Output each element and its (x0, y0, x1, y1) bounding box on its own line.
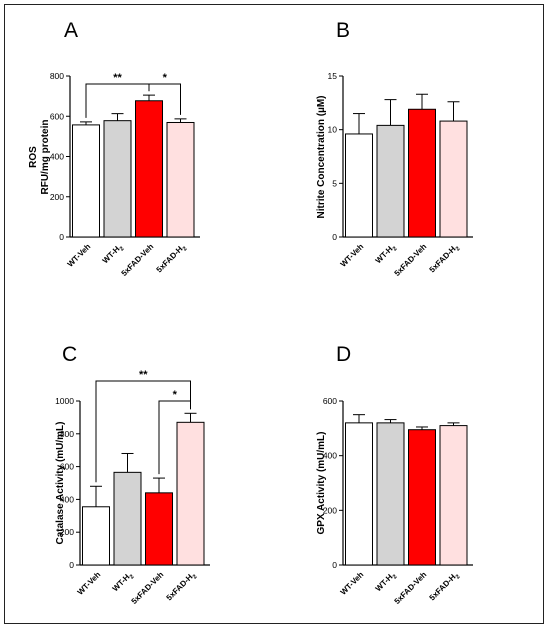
x-category-label: 5xFAD-H2 (428, 242, 463, 277)
bar (113, 471, 142, 566)
significance-label: ** (113, 72, 122, 84)
y-tick-label: 200 (323, 505, 337, 515)
significance-bracket (95, 380, 191, 483)
bar (145, 492, 173, 566)
significance-bracket (158, 400, 191, 475)
bar (376, 124, 405, 238)
significance-label: * (173, 389, 178, 401)
bar (408, 429, 436, 566)
y-tick-label: 600 (323, 396, 337, 406)
bar (82, 506, 110, 566)
panel-c: C 0 200 400 600 800 1000 Catalase Activity (mU/… (55, 343, 210, 606)
x-category-label: 5xFAD-H2 (155, 242, 190, 277)
bar (135, 100, 163, 238)
x-category-label: WT-Veh (66, 242, 93, 269)
bar (345, 422, 373, 566)
panel-d: D 0 200 400 600 GPX Activity (mU/mL) WT-Veh WT-… (316, 343, 473, 606)
y-tick-label: 200 (60, 527, 74, 537)
y-tick-label: 0 (59, 232, 64, 242)
x-category-label: 5xFAD-H2 (165, 570, 200, 605)
y-tick-label: 400 (50, 152, 64, 162)
x-category-label: 5xFAD-Veh (119, 242, 155, 278)
x-category-label: 5xFAD-H2 (428, 570, 463, 605)
y-tick-label: 600 (50, 111, 64, 121)
bar (176, 421, 205, 566)
x-category-label: WT-Veh (76, 570, 103, 597)
significance-label: ** (139, 369, 148, 381)
bar (439, 425, 468, 566)
y-tick-label: 400 (323, 451, 337, 461)
bar (408, 108, 436, 238)
x-category-label: WT-Veh (339, 570, 366, 597)
bar (439, 120, 468, 238)
y-tick-label: 200 (50, 192, 64, 202)
bar (72, 124, 100, 238)
bar (376, 422, 405, 566)
panel-letter: B (336, 19, 350, 42)
x-category-label: 5xFAD-Veh (392, 242, 428, 278)
y-axis-label: GPX Activity (mU/mL) (316, 432, 327, 535)
bar (103, 120, 132, 238)
x-category-label: WT-Veh (339, 242, 366, 269)
y-tick-label: 800 (60, 429, 74, 439)
bar (345, 133, 373, 238)
y-axis-label: Catalase Activity (mU/mL) (55, 422, 66, 545)
x-category-label: WT-H2 (374, 242, 399, 267)
panel-letter: A (64, 19, 78, 42)
x-category-label: 5xFAD-Veh (392, 570, 428, 606)
y-tick-label: 0 (332, 232, 337, 242)
figure-frame (4, 4, 544, 624)
y-tick-label: 0 (69, 560, 74, 570)
y-tick-label: 10 (328, 125, 338, 135)
panel-a: A 0 200 400 600 800 ROSRFU/mg protein WT-Veh WT-… (28, 19, 200, 278)
x-category-label: WT-H2 (101, 242, 126, 267)
panel-letter: C (62, 343, 77, 366)
y-tick-label: 400 (60, 494, 74, 504)
significance-label: * (163, 72, 168, 84)
y-tick-label: 800 (50, 71, 64, 81)
y-axis-label: Nitrite Concentration (µM) (316, 96, 327, 219)
x-category-label: 5xFAD-Veh (129, 570, 165, 606)
panel-b: B 0 5 10 15 Nitrite Concentration (µM) WT-Veh W… (316, 19, 473, 278)
y-axis-label: ROSRFU/mg protein (28, 120, 51, 195)
y-tick-label: 0 (332, 560, 337, 570)
y-tick-label: 15 (328, 71, 338, 81)
y-tick-label: 1000 (55, 396, 74, 406)
panel-letter: D (336, 343, 351, 366)
x-category-label: WT-H2 (111, 570, 136, 595)
significance-bracket (148, 83, 181, 115)
x-category-label: WT-H2 (374, 570, 399, 595)
y-tick-label: 600 (60, 462, 74, 472)
bar (166, 121, 195, 238)
y-tick-label: 5 (332, 178, 337, 188)
